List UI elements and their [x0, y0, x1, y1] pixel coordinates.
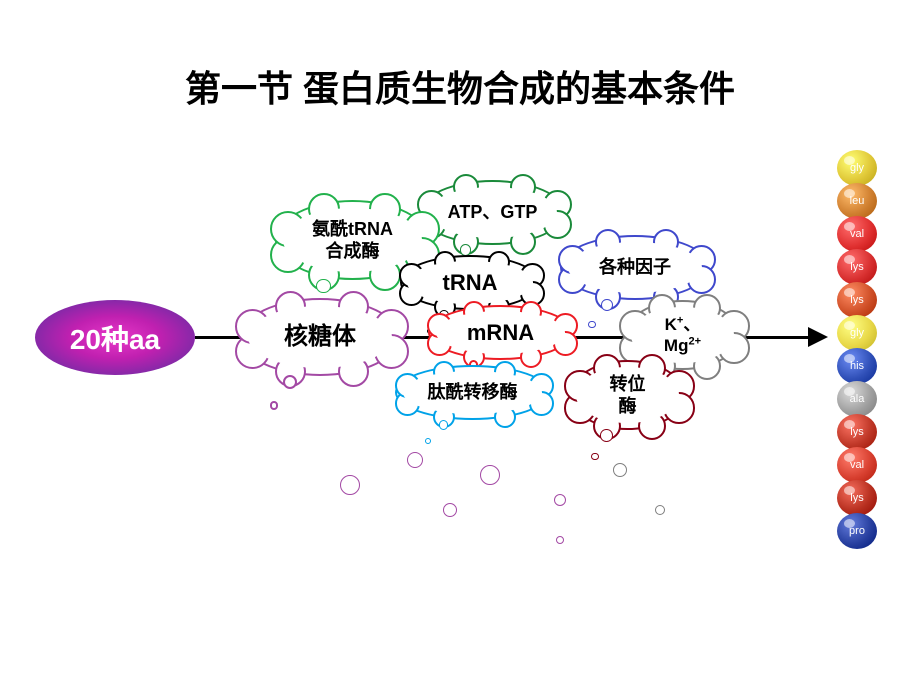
cloud-label-ribosome: 核糖体 — [284, 322, 356, 352]
amino-acid-bead: gly — [837, 315, 877, 351]
amino-acid-bead: val — [837, 447, 877, 483]
cloud-factors: 各种因子 — [560, 235, 710, 300]
amino-acid-bead: val — [837, 216, 877, 252]
amino-acid-bead: ala — [837, 381, 877, 417]
process-arrow-head — [808, 327, 828, 347]
amino-acid-bead: lys — [837, 249, 877, 285]
cloud-peptidyl: 肽酰转移酶 — [395, 365, 550, 420]
cloud-label-mrna: mRNA — [467, 319, 534, 347]
start-node-20aa: 20种aa — [35, 300, 195, 375]
amino-acid-bead: lys — [837, 282, 877, 318]
floating-bubble — [443, 503, 457, 517]
floating-bubble — [407, 452, 423, 468]
cloud-label-trna: tRNA — [443, 269, 498, 297]
amino-acid-bead: gly — [837, 150, 877, 186]
cloud-label-ions: K+、Mg2+ — [664, 314, 701, 357]
amino-acid-bead: lys — [837, 480, 877, 516]
cloud-translocase: 转位 酶 — [570, 360, 685, 430]
amino-acid-bead: lys — [837, 414, 877, 450]
cloud-label-peptidyl: 肽酰转移酶 — [428, 381, 518, 404]
cloud-mrna: mRNA — [428, 305, 573, 360]
start-node-label: 20种aa — [70, 318, 160, 358]
floating-bubble — [655, 505, 665, 515]
cloud-label-atpgtp: ATP、GTP — [448, 201, 538, 224]
amino-acid-bead: leu — [837, 183, 877, 219]
protein-chain: glyleuvallyslysglyhisalalysvallyspro — [836, 150, 878, 546]
page-title: 第一节 蛋白质生物合成的基本条件 — [0, 60, 920, 112]
floating-bubble — [340, 475, 360, 495]
cloud-label-translocase: 转位 酶 — [610, 373, 646, 418]
cloud-ribosome: 核糖体 — [240, 298, 400, 376]
floating-bubble — [556, 536, 564, 544]
cloud-atpgtp: ATP、GTP — [420, 180, 565, 245]
floating-bubble — [613, 463, 627, 477]
cloud-label-factors: 各种因子 — [599, 256, 671, 279]
cloud-label-aatrna: 氨酰tRNA 合成酶 — [312, 218, 393, 263]
floating-bubble — [554, 494, 566, 506]
floating-bubble — [480, 465, 500, 485]
amino-acid-bead: pro — [837, 513, 877, 549]
amino-acid-bead: his — [837, 348, 877, 384]
